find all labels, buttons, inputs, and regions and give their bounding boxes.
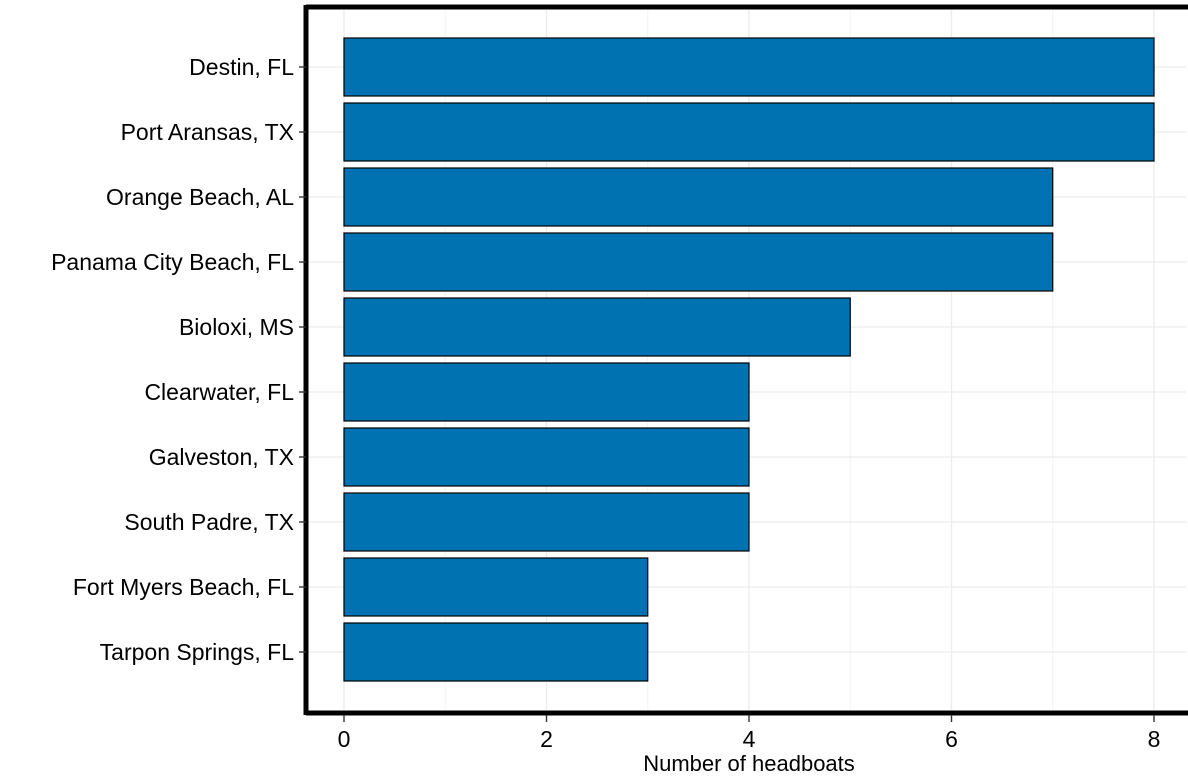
y-tick-label: Fort Myers Beach, FL bbox=[73, 574, 294, 600]
bar bbox=[343, 297, 851, 357]
bar bbox=[343, 557, 649, 617]
bar bbox=[343, 167, 1054, 227]
y-tick-label: Port Aransas, TX bbox=[121, 119, 294, 145]
bar bbox=[343, 102, 1155, 162]
x-axis-title: Number of headboats bbox=[643, 751, 855, 776]
bar bbox=[343, 37, 1155, 97]
bar bbox=[343, 427, 750, 487]
x-tick-label: 0 bbox=[338, 726, 351, 752]
y-tick-label: South Padre, TX bbox=[124, 509, 294, 535]
bar bbox=[343, 622, 649, 682]
y-tick-label: Panama City Beach, FL bbox=[51, 249, 294, 275]
y-tick-label: Tarpon Springs, FL bbox=[100, 639, 295, 665]
y-tick-label: Clearwater, FL bbox=[144, 379, 294, 405]
x-axis-ticks: 0 2 4 6 8 bbox=[338, 715, 1161, 752]
bar bbox=[343, 362, 750, 422]
x-tick-label: 2 bbox=[540, 726, 553, 752]
bars-layer bbox=[343, 37, 1155, 682]
x-tick-label: 6 bbox=[945, 726, 958, 752]
x-tick-label: 8 bbox=[1148, 726, 1161, 752]
y-tick-label: Galveston, TX bbox=[149, 444, 294, 470]
y-tick-label: Orange Beach, AL bbox=[106, 184, 294, 210]
y-tick-label: Destin, FL bbox=[189, 54, 294, 80]
x-tick-label: 4 bbox=[743, 726, 756, 752]
bar bbox=[343, 492, 750, 552]
plot-frame bbox=[303, 4, 1188, 716]
bar bbox=[343, 232, 1054, 292]
y-axis-labels: Destin, FL Port Aransas, TX Orange Beach, … bbox=[51, 54, 306, 665]
y-tick-label: Bioloxi, MS bbox=[179, 314, 294, 340]
